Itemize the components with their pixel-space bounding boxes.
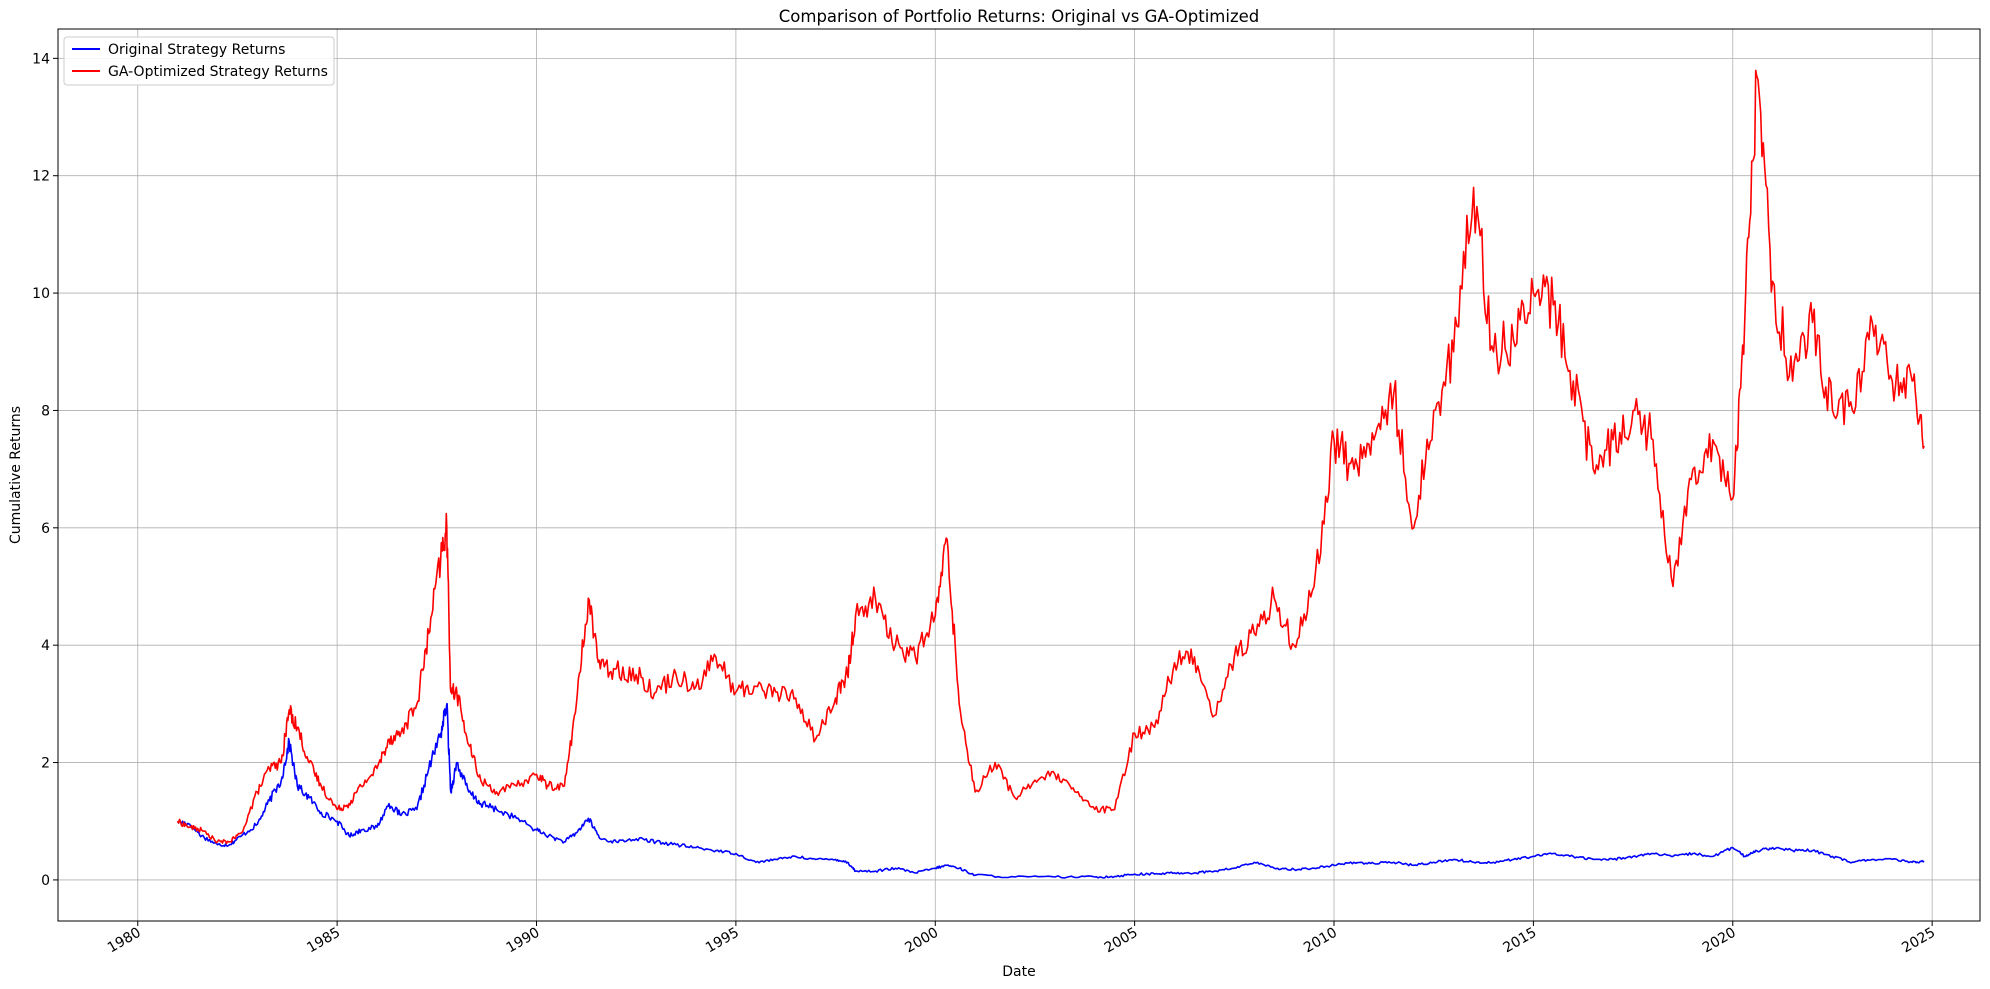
y-tick-label: 0 (41, 873, 50, 889)
chart-title: Comparison of Portfolio Returns: Origina… (779, 7, 1259, 26)
y-tick-label: 14 (32, 51, 50, 67)
legend: Original Strategy Returns GA-Optimized S… (63, 36, 335, 86)
legend-label-original: Original Strategy Returns (108, 42, 285, 58)
y-tick-label: 10 (32, 286, 50, 302)
y-tick-label: 8 (41, 403, 50, 419)
y-tick-label: 4 (41, 638, 50, 654)
y-axis-title: Cumulative Returns (8, 406, 24, 544)
legend-box (63, 36, 335, 86)
y-tick-label: 6 (41, 521, 50, 537)
legend-label-ga-optimized: GA-Optimized Strategy Returns (108, 64, 328, 80)
series-line-original (176, 702, 1925, 879)
y-axis-ticks: 0 2 4 6 8 10 12 14 (32, 51, 58, 889)
x-axis-title: Date (1002, 964, 1035, 980)
plot-frame (57, 28, 1981, 922)
series-line-ga-optimized (176, 69, 1925, 845)
series-lines (176, 69, 1925, 879)
y-tick-label: 2 (41, 756, 50, 772)
y-tick-label: 12 (32, 169, 50, 185)
